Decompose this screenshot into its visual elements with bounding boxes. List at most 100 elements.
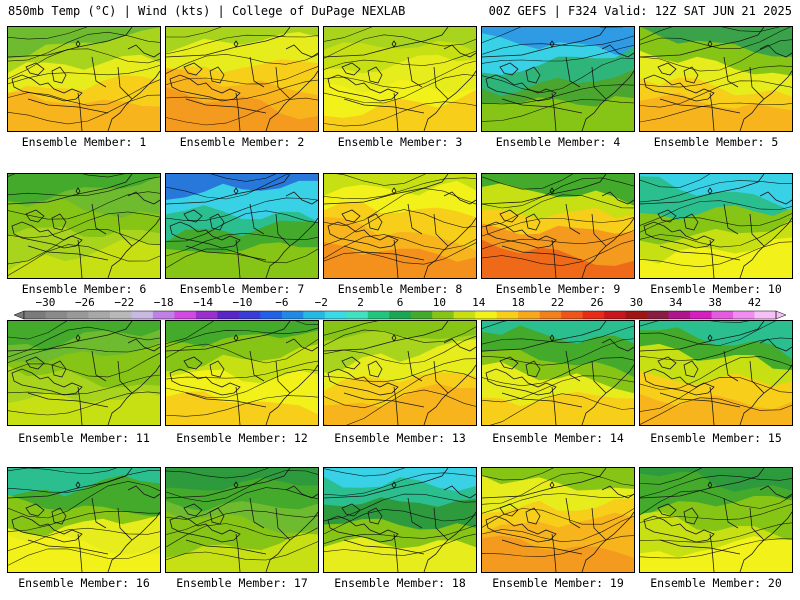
colorbar-swatch bbox=[217, 311, 240, 319]
colorbar-swatch bbox=[475, 311, 498, 319]
colorbar-tick-label: −22 bbox=[114, 296, 135, 309]
ensemble-member-caption: Ensemble Member: 1 bbox=[21, 135, 147, 149]
ensemble-member-map bbox=[323, 173, 477, 279]
colorbar-arrow-left bbox=[14, 310, 25, 320]
colorbar-swatch bbox=[539, 311, 562, 319]
ensemble-member-map bbox=[481, 467, 635, 573]
colorbar-swatch bbox=[195, 311, 218, 319]
ensemble-member-map bbox=[7, 320, 161, 426]
ensemble-member-caption: Ensemble Member: 2 bbox=[179, 135, 305, 149]
colorbar-swatch bbox=[238, 311, 261, 319]
colorbar-tick-label: 18 bbox=[511, 296, 525, 309]
colorbar-swatch bbox=[625, 311, 648, 319]
ensemble-member-map bbox=[165, 467, 319, 573]
colorbar-tick-label: 2 bbox=[357, 296, 364, 309]
ensemble-member-map bbox=[481, 173, 635, 279]
colorbar-swatch bbox=[174, 311, 197, 319]
colorbar-swatch bbox=[453, 311, 476, 319]
colorbar-tick-label: 30 bbox=[629, 296, 643, 309]
ensemble-member-caption: Ensemble Member: 18 bbox=[334, 576, 466, 590]
colorbar-tick-label: 22 bbox=[550, 296, 565, 309]
colorbar-tick-label: −2 bbox=[314, 296, 328, 309]
colorbar-tick-label: 14 bbox=[472, 296, 486, 309]
colorbar-swatch bbox=[24, 311, 46, 319]
colorbar-swatch bbox=[582, 311, 605, 319]
colorbar-tick-label: 34 bbox=[669, 296, 683, 309]
colorbar-tick-label: −10 bbox=[232, 296, 253, 309]
colorbar-swatch bbox=[432, 311, 455, 319]
colorbar-tick-label: 10 bbox=[432, 296, 446, 309]
colorbar-swatch bbox=[604, 311, 627, 319]
ensemble-member-caption: Ensemble Member: 6 bbox=[21, 282, 147, 296]
ensemble-member-map bbox=[165, 320, 319, 426]
ensemble-member-map bbox=[165, 26, 319, 132]
ensemble-member-caption: Ensemble Member: 17 bbox=[176, 576, 308, 590]
ensemble-member-caption: Ensemble Member: 11 bbox=[18, 431, 150, 445]
colorbar-swatch bbox=[518, 311, 541, 319]
ensemble-member-caption: Ensemble Member: 8 bbox=[337, 282, 463, 296]
ensemble-member-caption: Ensemble Member: 10 bbox=[650, 282, 782, 296]
ensemble-member-caption: Ensemble Member: 5 bbox=[653, 135, 779, 149]
ensemble-member-map bbox=[639, 173, 793, 279]
temperature-colorbar bbox=[14, 310, 786, 320]
colorbar-tick-label: 26 bbox=[590, 296, 604, 309]
colorbar-swatch bbox=[131, 311, 154, 319]
model-run-info: 00Z GEFS | F324 Valid: 12Z SAT JUN 21 20… bbox=[488, 4, 792, 18]
colorbar-labels: −30 −26 −22 −18 −14 −10 −6 −2 2 6 10 14 18 22 26 30 34 38… bbox=[14, 296, 786, 309]
colorbar-swatch bbox=[66, 311, 89, 319]
colorbar-swatch bbox=[281, 311, 304, 319]
ensemble-member-map bbox=[323, 26, 477, 132]
ensemble-member-map bbox=[323, 320, 477, 426]
ensemble-member-caption: Ensemble Member: 7 bbox=[179, 282, 305, 296]
colorbar-tick-label: −26 bbox=[74, 296, 95, 309]
colorbar-tick-label: 38 bbox=[708, 296, 722, 309]
colorbar-tick-label: −14 bbox=[193, 296, 213, 309]
colorbar-tick-label: 6 bbox=[396, 296, 404, 309]
colorbar-swatch bbox=[389, 311, 412, 319]
colorbar-swatch bbox=[45, 311, 68, 319]
colorbar-swatch bbox=[303, 311, 326, 319]
ensemble-member-map bbox=[639, 320, 793, 426]
colorbar-tick-label: −18 bbox=[153, 296, 174, 309]
colorbar-swatch bbox=[561, 311, 584, 319]
colorbar-tick-label: −30 bbox=[35, 296, 56, 309]
colorbar-swatch bbox=[754, 311, 777, 319]
ensemble-member-map bbox=[481, 26, 635, 132]
ensemble-member-caption: Ensemble Member: 15 bbox=[650, 431, 782, 445]
ensemble-member-caption: Ensemble Member: 9 bbox=[495, 282, 621, 296]
ensemble-member-caption: Ensemble Member: 14 bbox=[492, 431, 624, 445]
ensemble-member-caption: Ensemble Member: 12 bbox=[176, 431, 308, 445]
colorbar-swatch bbox=[711, 311, 734, 319]
colorbar-swatch bbox=[410, 311, 433, 319]
ensemble-member-map bbox=[639, 26, 793, 132]
ensemble-member-map bbox=[323, 467, 477, 573]
colorbar-swatch bbox=[367, 311, 390, 319]
ensemble-member-caption: Ensemble Member: 20 bbox=[650, 576, 782, 590]
ensemble-member-map bbox=[165, 173, 319, 279]
ensemble-member-caption: Ensemble Member: 3 bbox=[337, 135, 463, 149]
colorbar-tick-label: −6 bbox=[275, 296, 289, 309]
colorbar-arrow-right bbox=[775, 310, 786, 320]
colorbar-swatch bbox=[88, 311, 111, 319]
ensemble-member-caption: Ensemble Member: 19 bbox=[492, 576, 624, 590]
colorbar-swatch bbox=[324, 311, 347, 319]
ensemble-member-map bbox=[7, 467, 161, 573]
colorbar-swatch bbox=[668, 311, 691, 319]
ensemble-member-map bbox=[639, 467, 793, 573]
ensemble-member-map bbox=[481, 320, 635, 426]
ensemble-member-caption: Ensemble Member: 4 bbox=[495, 135, 621, 149]
ensemble-member-map bbox=[7, 26, 161, 132]
map-title: 850mb Temp (°C) | Wind (kts) | College o… bbox=[8, 4, 406, 18]
colorbar-swatch bbox=[109, 311, 132, 319]
colorbar-swatch bbox=[346, 311, 369, 319]
colorbar-swatch bbox=[647, 311, 670, 319]
ensemble-member-caption: Ensemble Member: 16 bbox=[18, 576, 150, 590]
colorbar-swatch bbox=[260, 311, 283, 319]
colorbar-swatch bbox=[496, 311, 519, 319]
ensemble-member-map bbox=[7, 173, 161, 279]
ensemble-member-caption: Ensemble Member: 13 bbox=[334, 431, 466, 445]
colorbar-tick-label: 42 bbox=[747, 296, 762, 309]
colorbar-swatch bbox=[690, 311, 713, 319]
colorbar-swatch bbox=[152, 311, 175, 319]
colorbar-swatch bbox=[733, 311, 756, 319]
